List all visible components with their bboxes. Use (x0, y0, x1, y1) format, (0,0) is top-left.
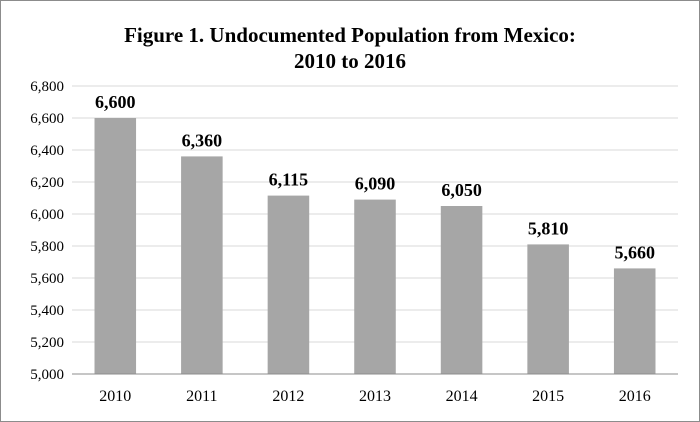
data-label: 6,600 (95, 92, 136, 112)
bar (354, 199, 396, 374)
chart-title-line-1: Figure 1. Undocumented Population from M… (124, 23, 576, 47)
bar (440, 206, 483, 374)
y-tick-label: 5,400 (30, 303, 64, 319)
y-tick-label: 6,800 (30, 79, 64, 95)
y-tick-label: 6,200 (30, 175, 64, 191)
y-tick-label: 6,400 (30, 143, 64, 159)
bar (94, 118, 137, 374)
chart-title-line-2: 2010 to 2016 (294, 49, 406, 73)
x-tick-label: 2016 (619, 388, 651, 405)
y-tick-label: 5,200 (30, 335, 64, 351)
x-tick-label: 2013 (359, 388, 391, 405)
data-labels: 6,600 6,360 6,115 6,090 6,050 5,810 5,660 (95, 92, 655, 262)
x-tick-label: 2011 (186, 388, 217, 405)
x-tick-label: 2012 (272, 388, 304, 405)
y-tick-label: 5,600 (30, 271, 64, 287)
data-label: 6,115 (269, 170, 309, 190)
x-tick-label: 2014 (446, 388, 478, 405)
chart-title: Figure 1. Undocumented Population from M… (0, 22, 700, 74)
x-tick-label: 2010 (99, 388, 131, 405)
bar (267, 195, 310, 374)
bar (527, 244, 569, 374)
data-label: 6,360 (182, 130, 223, 150)
data-label: 6,090 (355, 174, 396, 194)
bar (613, 268, 656, 374)
data-label: 5,660 (614, 242, 655, 262)
data-label: 6,050 (441, 180, 482, 200)
y-tick-label: 6,600 (30, 111, 64, 127)
x-axis-tick-labels: 2010 2011 2012 2013 2014 2015 2016 (99, 388, 650, 405)
y-tick-label: 5,000 (30, 367, 64, 383)
x-tick-label: 2015 (532, 388, 564, 405)
y-tick-label: 5,800 (30, 239, 64, 255)
y-axis-tick-labels: 5,000 5,200 5,400 5,600 5,800 6,000 6,200 6,400… (30, 79, 64, 383)
bars (94, 118, 656, 374)
y-tick-label: 6,000 (30, 207, 64, 223)
data-label: 5,810 (528, 218, 569, 238)
bar (181, 156, 223, 374)
